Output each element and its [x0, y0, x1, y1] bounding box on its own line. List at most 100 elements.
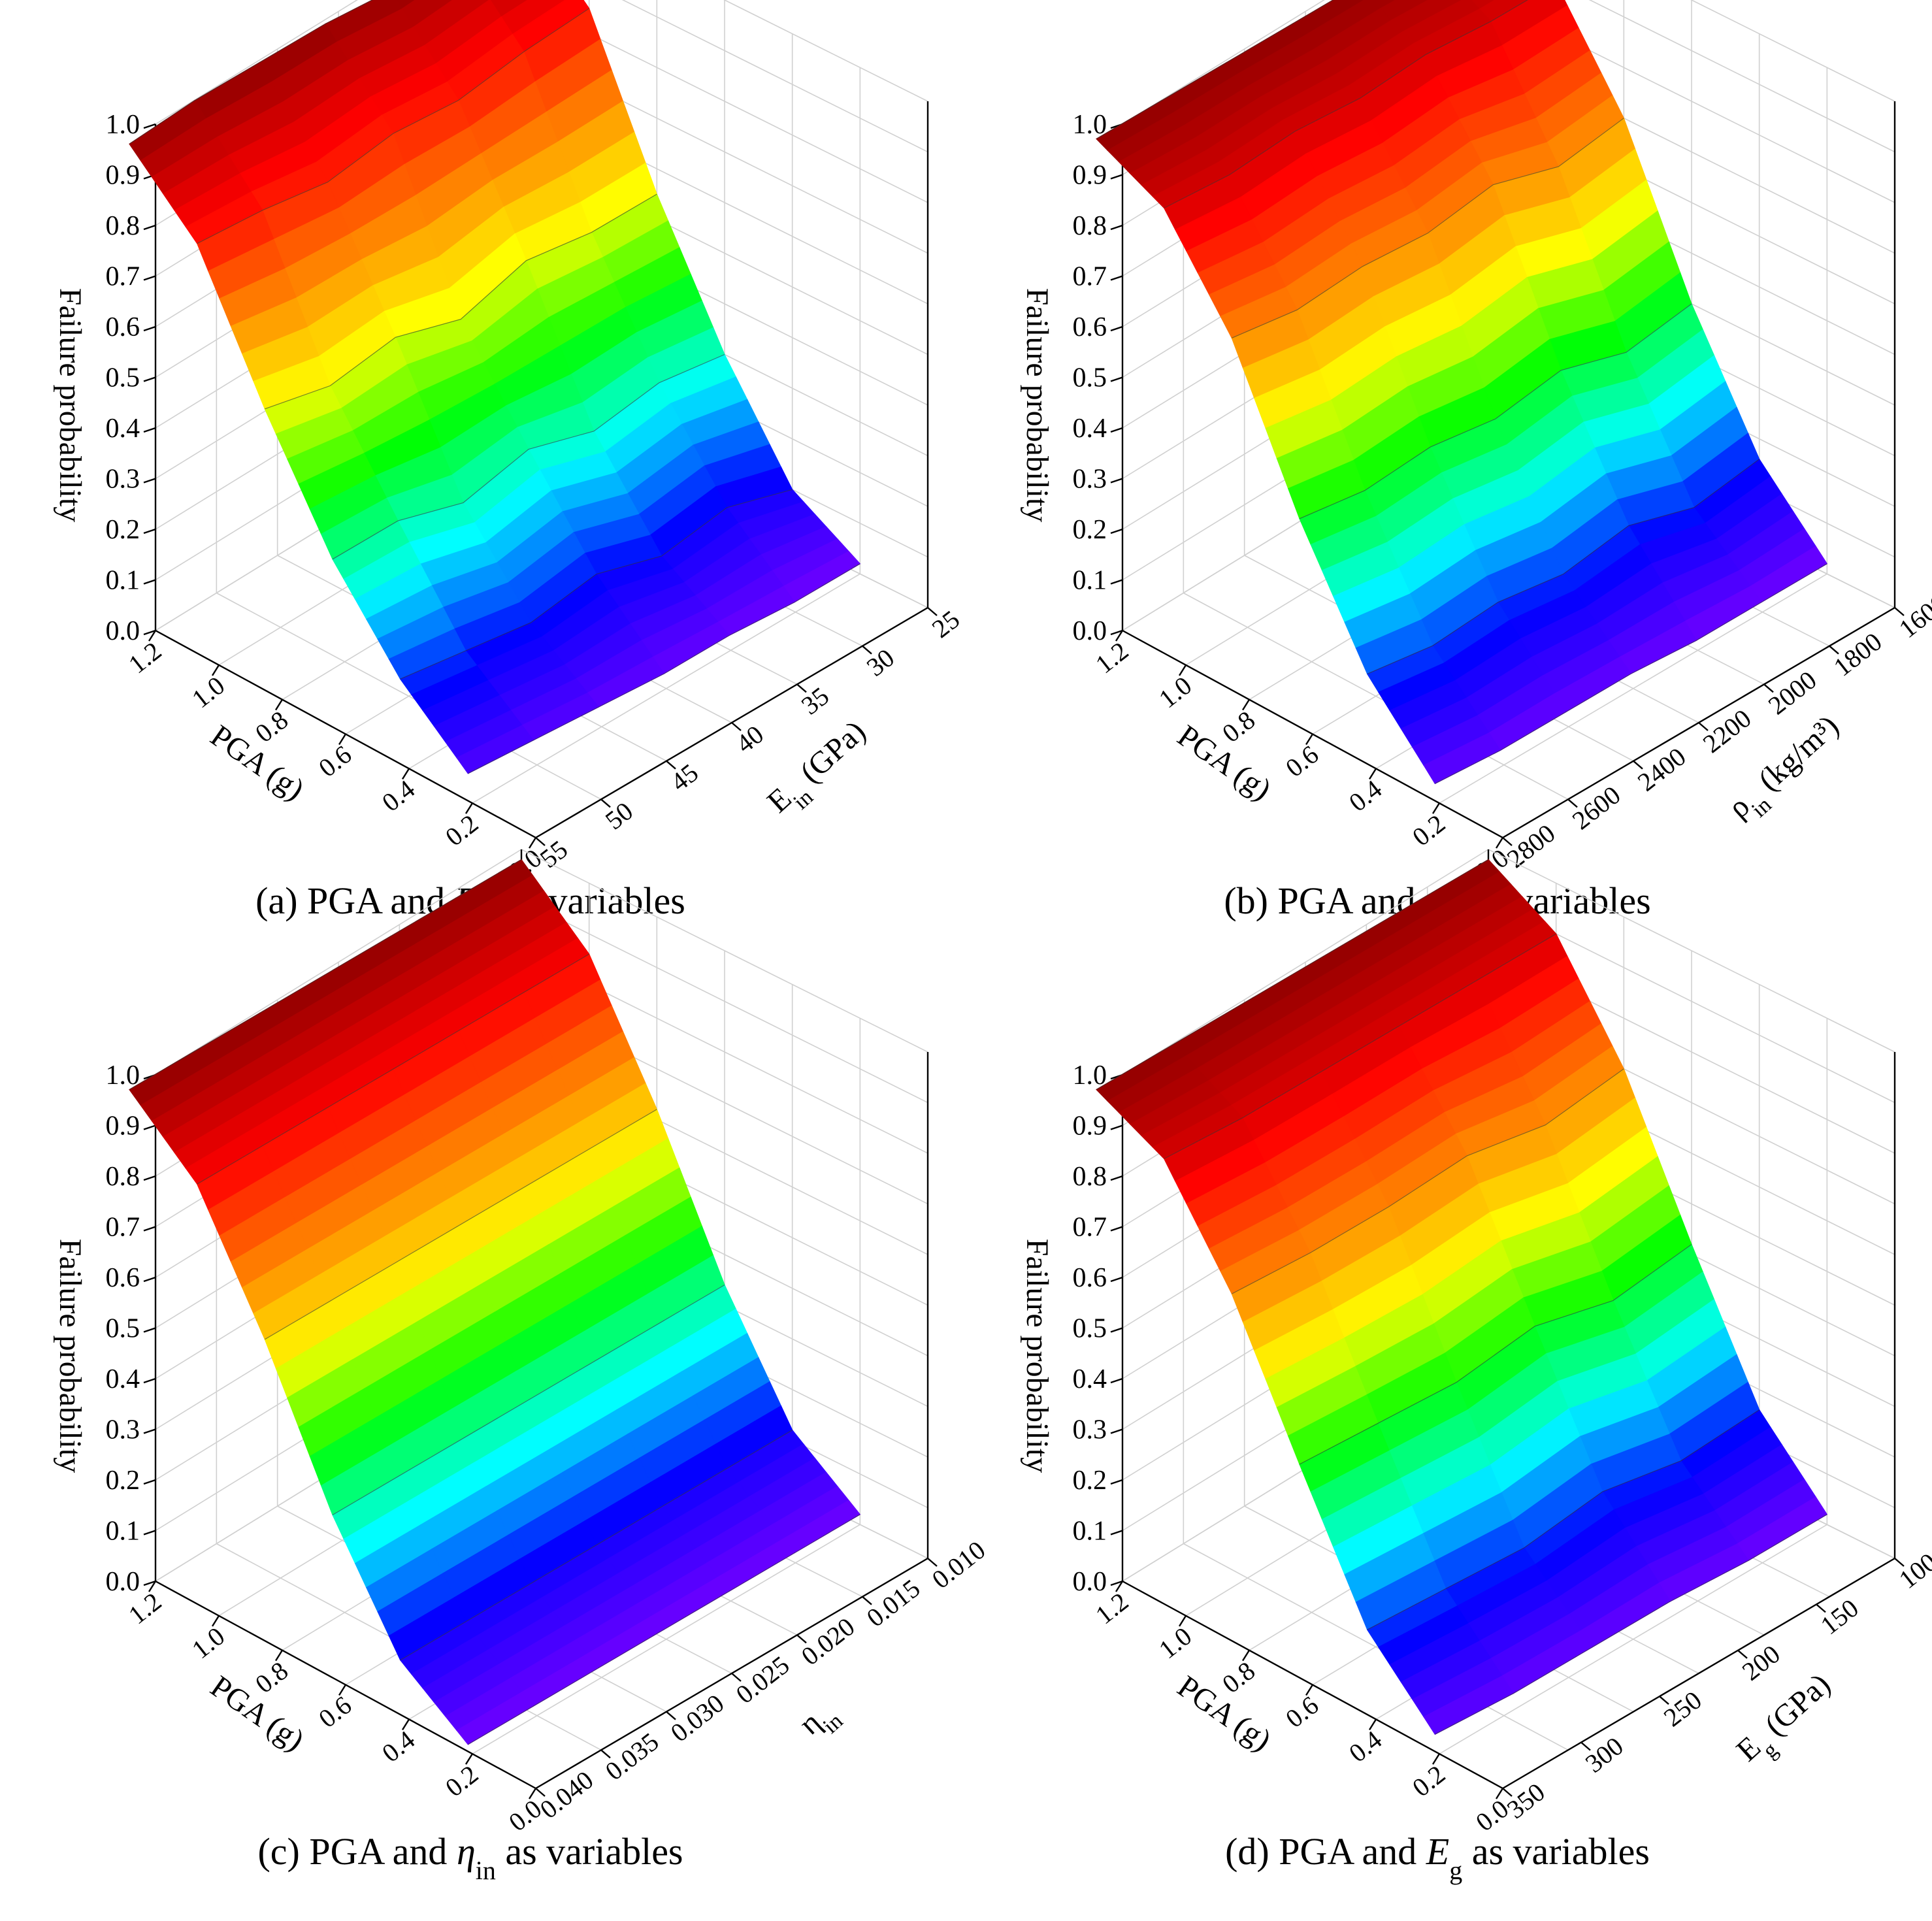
gridline: [472, 573, 860, 804]
gridline: [155, 849, 522, 1075]
z-tick-label: 1.0: [106, 110, 140, 140]
z-tick-label: 0.1: [106, 566, 140, 596]
z-tick: [143, 275, 156, 281]
z-tick: [143, 1377, 156, 1384]
y-tick: [600, 798, 611, 808]
z-tick: [1110, 275, 1123, 281]
z-tick-label: 0.0: [106, 616, 140, 646]
surface-contour: [332, 1284, 725, 1516]
surface-contour: [467, 1514, 860, 1745]
y-tick: [666, 760, 676, 770]
surface-contour: [1299, 1244, 1692, 1465]
z-tick-label: 0.3: [106, 465, 140, 495]
z-tick: [143, 1530, 156, 1535]
y-tick: [1894, 607, 1905, 616]
y-tick: [862, 645, 872, 655]
panel-caption: (c) PGA and ηin as variables: [257, 1830, 683, 1885]
surface-contour: [1435, 1514, 1827, 1735]
y-tick-label: 0.015: [861, 1573, 926, 1633]
gridline: [155, 0, 358, 125]
x-tick: [1115, 630, 1124, 642]
surface-contour: [1367, 1409, 1760, 1630]
x-tick-label: 0.2: [440, 808, 483, 851]
x-tick: [1495, 837, 1504, 849]
x-tick-label: 1.0: [186, 1621, 230, 1664]
gridline: [1439, 1524, 1827, 1754]
y-axis-line: [1502, 1557, 1895, 1790]
z-axis-title: Failure probability: [1020, 1239, 1055, 1473]
z-tick: [143, 528, 156, 534]
z-tick: [143, 1226, 156, 1232]
x-tick: [1241, 1650, 1251, 1662]
x-tick-label: 0.2: [1407, 1759, 1450, 1802]
y-tick-label: 0.030: [665, 1688, 730, 1748]
z-tick-label: 0.6: [106, 312, 140, 342]
panel-a: 0.00.10.20.30.40.50.60.70.80.91.00.00.20…: [53, 0, 965, 934]
z-tick-label: 0.1: [106, 1517, 140, 1547]
y-tick-label: 25: [926, 604, 965, 644]
z-axis-title: Failure probability: [53, 288, 88, 523]
x-tick-label: 0.6: [1280, 1690, 1324, 1733]
y-tick-label: 2600: [1567, 780, 1626, 836]
z-tick: [1110, 174, 1123, 180]
y-tick-label: 40: [730, 719, 769, 759]
z-tick-label: 0.9: [1073, 1111, 1107, 1141]
y-tick: [1816, 1603, 1826, 1613]
z-tick-label: 0.1: [1073, 1517, 1107, 1547]
z-tick: [1110, 1479, 1123, 1485]
z-axis-title: Failure probability: [53, 1239, 88, 1473]
z-tick-label: 0.2: [106, 515, 140, 545]
y-tick: [1502, 1788, 1513, 1797]
x-tick: [338, 733, 347, 746]
y-tick: [1829, 645, 1839, 655]
y-axis-title: Eg (GPa): [1730, 1667, 1844, 1776]
z-tick-label: 0.8: [106, 211, 140, 241]
y-tick-label: 2200: [1697, 703, 1757, 759]
y-tick: [927, 1558, 938, 1567]
y-tick: [535, 837, 546, 846]
surface-contour: [1435, 563, 1827, 784]
x-tick-label: 0.2: [1407, 808, 1450, 851]
y-tick: [796, 683, 807, 693]
z-tick-label: 0.9: [106, 1111, 140, 1141]
gridline: [1122, 0, 1325, 125]
x-tick: [1115, 1581, 1124, 1592]
x-tick: [465, 1753, 474, 1765]
z-tick: [143, 1175, 156, 1181]
z-tick-label: 1.0: [1073, 1060, 1107, 1091]
surface-contour: [129, 859, 522, 1091]
surface-contour: [332, 353, 725, 560]
y-tick-label: 1800: [1828, 627, 1888, 682]
x-tick: [1305, 733, 1314, 746]
panel-c: 0.00.10.20.30.40.50.60.70.80.91.00.00.20…: [53, 849, 991, 1885]
x-tick: [148, 1581, 157, 1592]
z-tick-label: 0.4: [1073, 1364, 1107, 1394]
z-tick-label: 0.3: [106, 1415, 140, 1445]
surface: [1096, 859, 1828, 1735]
z-tick-label: 0.4: [106, 1364, 140, 1394]
z-tick: [143, 325, 156, 332]
z-tick: [1110, 325, 1123, 332]
z-tick: [1110, 376, 1123, 382]
z-tick-label: 0.4: [106, 414, 140, 444]
z-tick: [1110, 1125, 1123, 1130]
z-tick-label: 0.8: [106, 1162, 140, 1192]
y-tick-label: 0.010: [926, 1535, 991, 1594]
x-tick-label: 0.4: [1343, 774, 1387, 817]
x-tick-label: 0.6: [313, 740, 357, 783]
z-tick-label: 0.6: [1073, 312, 1107, 342]
z-tick: [1110, 1377, 1123, 1384]
x-tick-label: 1.0: [1153, 670, 1197, 714]
z-tick: [143, 123, 156, 129]
z-tick-label: 0.6: [106, 1263, 140, 1293]
y-tick-label: 100: [1893, 1547, 1932, 1594]
x-tick: [274, 1650, 284, 1662]
x-tick-label: 0.4: [376, 774, 420, 817]
y-tick: [1894, 1558, 1905, 1567]
z-tick: [1110, 1226, 1123, 1232]
x-tick: [1178, 1615, 1187, 1627]
x-tick: [1178, 665, 1187, 676]
z-tick: [143, 1327, 156, 1333]
surface-contour: [264, 1109, 657, 1340]
